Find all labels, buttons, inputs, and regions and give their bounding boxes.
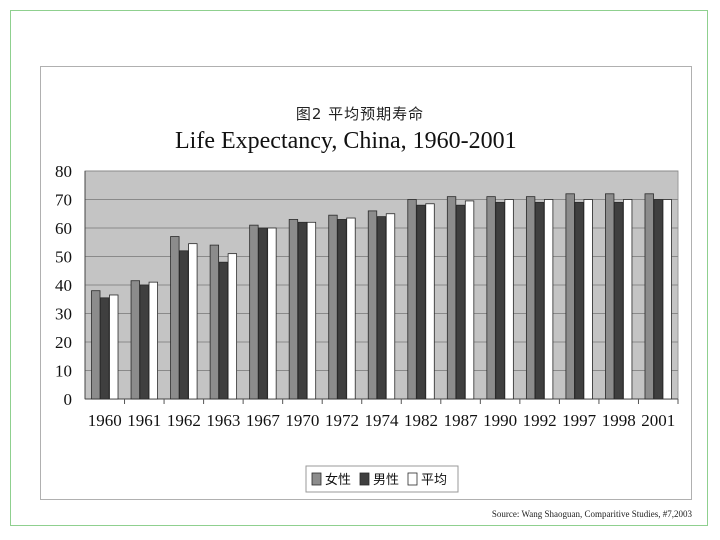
bar-male — [258, 227, 268, 400]
legend-swatch-female — [311, 472, 322, 486]
bar-female — [170, 236, 180, 400]
bar-male — [376, 216, 387, 400]
chart-subtitle: Life Expectancy, China, 1960-2001 — [175, 128, 517, 154]
y-tick-label: 80 — [55, 162, 72, 181]
x-tick-label: 1963 — [206, 411, 240, 430]
bar-average — [385, 213, 396, 400]
x-tick-label: 1998 — [602, 411, 636, 430]
bar-female — [446, 196, 457, 400]
y-tick-label: 40 — [55, 276, 72, 295]
bar-average — [662, 199, 672, 400]
bar-average — [504, 199, 514, 400]
bar-female — [644, 193, 654, 400]
bar-average — [543, 199, 554, 400]
bar-male — [614, 201, 624, 400]
legend-swatch-average — [407, 472, 418, 486]
bar-female — [486, 196, 496, 400]
legend-box — [305, 465, 459, 493]
bar-female — [605, 193, 615, 400]
bar-female — [288, 219, 299, 400]
bar-average — [148, 281, 158, 400]
x-tick-label: 1987 — [444, 411, 479, 430]
bar-male — [100, 297, 110, 400]
bar-male — [139, 284, 149, 400]
legend-swatch-male — [359, 472, 370, 486]
bar-female — [130, 280, 140, 400]
bar-male — [337, 219, 347, 400]
bar-average — [109, 294, 119, 400]
bar-female — [209, 244, 220, 400]
y-tick-label: 50 — [55, 248, 72, 267]
y-tick-label: 0 — [64, 390, 73, 409]
legend-label: 男性 — [373, 473, 399, 488]
x-tick-label: 1992 — [523, 411, 557, 430]
bar-average — [346, 217, 356, 400]
slide-frame — [10, 10, 708, 526]
bar-male — [534, 201, 545, 400]
source-note: Source: Wang Shaoguan, Comparitive Studi… — [491, 509, 692, 519]
bar-female — [91, 290, 101, 400]
x-tick-label: 1970 — [285, 411, 319, 430]
legend-label: 平均 — [421, 473, 447, 488]
x-tick-label: 1961 — [127, 411, 161, 430]
x-tick-label: 1960 — [88, 411, 122, 430]
bar-male — [574, 201, 584, 400]
x-tick-label: 1997 — [562, 411, 597, 430]
y-tick-label: 60 — [55, 219, 72, 238]
x-tick-label: 2001 — [641, 411, 675, 430]
bar-female — [525, 196, 536, 400]
bar-average — [583, 199, 593, 400]
bar-female — [328, 214, 338, 400]
bar-female — [367, 210, 378, 400]
x-tick-label: 1990 — [483, 411, 517, 430]
legend-label: 女性 — [325, 472, 351, 488]
bar-male — [297, 221, 308, 400]
x-tick-label: 1974 — [365, 411, 400, 430]
y-tick-label: 30 — [55, 305, 72, 324]
bar-female — [249, 224, 259, 400]
bar-average — [188, 243, 198, 400]
bar-male — [653, 199, 663, 400]
chart-title: 图2 平均预期寿命 — [295, 105, 425, 123]
bar-average — [227, 253, 238, 400]
x-tick-label: 1982 — [404, 411, 438, 430]
x-tick-label: 1962 — [167, 411, 201, 430]
x-tick-label: 1967 — [246, 411, 281, 430]
y-tick-label: 20 — [55, 333, 72, 352]
x-tick-label: 1972 — [325, 411, 359, 430]
bar-female — [407, 199, 417, 400]
y-tick-label: 70 — [55, 191, 72, 210]
bar-average — [623, 199, 633, 400]
bar-female — [565, 193, 575, 400]
y-tick-label: 10 — [55, 362, 72, 381]
bar-average — [267, 227, 277, 400]
bar-male — [455, 204, 466, 400]
bar-average — [306, 221, 317, 400]
bar-average — [425, 203, 435, 400]
bar-male — [495, 201, 505, 400]
bar-male — [179, 250, 189, 400]
bar-male — [218, 261, 229, 400]
bar-average — [464, 200, 475, 400]
bar-male — [416, 204, 426, 400]
